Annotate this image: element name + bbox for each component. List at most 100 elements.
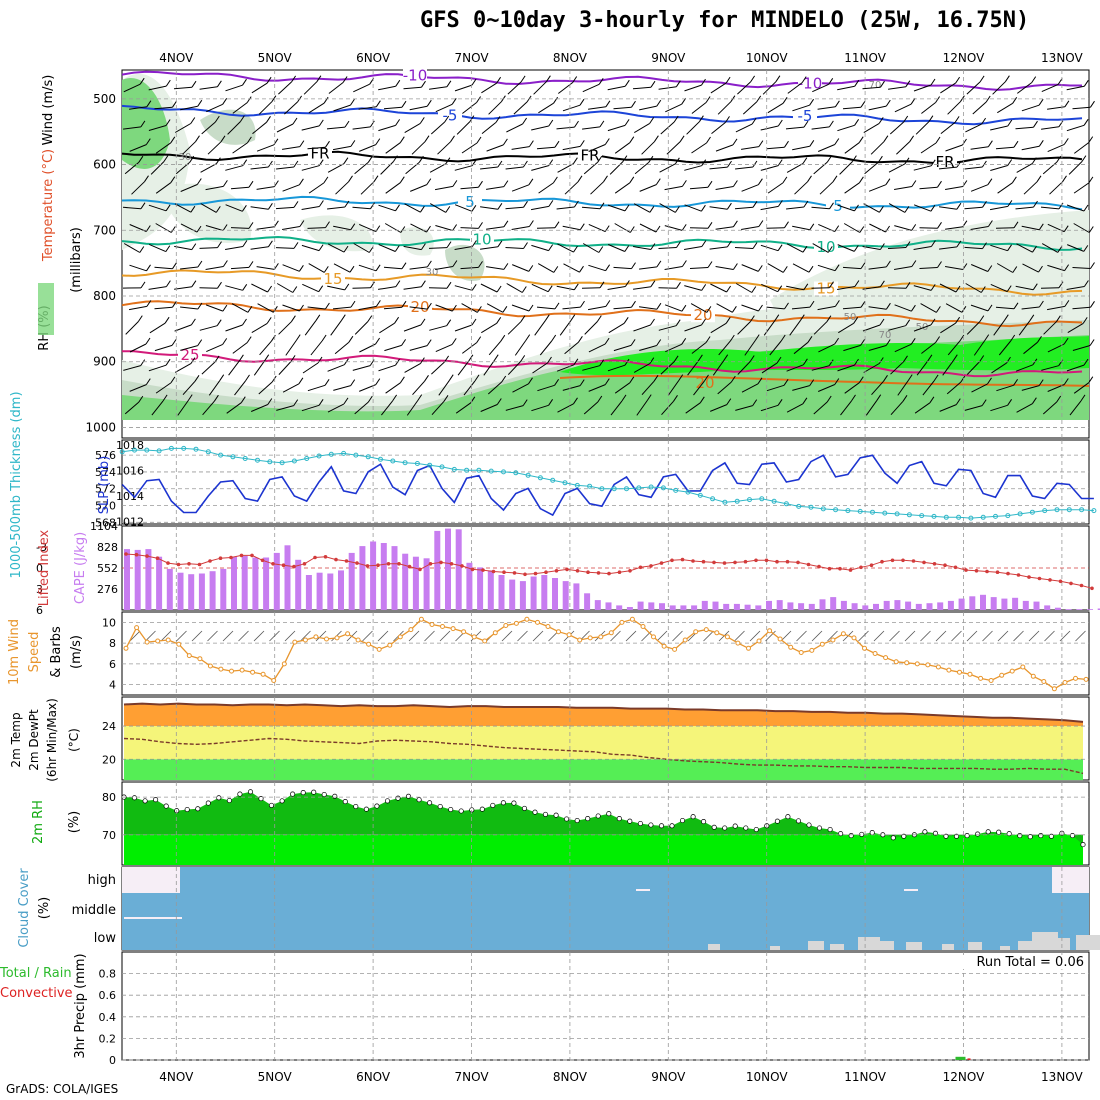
wind-barb-feather: [190, 318, 196, 326]
wind-barb-feather: [248, 180, 254, 188]
wind-barb: [327, 285, 345, 291]
y-tick-label: 700: [93, 223, 116, 237]
wind-barb: [684, 246, 702, 250]
wind-barb-feather: [298, 377, 304, 385]
wind-barb: [207, 141, 222, 155]
rh-contour-label: 30: [426, 267, 439, 278]
wind-barb: [735, 123, 753, 133]
wind-barb: [717, 101, 732, 115]
wind-barb-feather: [961, 306, 967, 313]
wind-barb-feather: [930, 159, 936, 167]
precip-tick-label: 0.6: [99, 989, 117, 1002]
x-tick-label-top: 5NOV: [258, 51, 293, 65]
wind-barb-feather: [757, 377, 763, 385]
cape-bar: [926, 603, 933, 610]
rh2m-marker: [806, 822, 812, 828]
wind-barb: [1066, 364, 1085, 372]
cape-bar: [776, 600, 783, 610]
rh2m-marker: [258, 796, 264, 802]
wind-barb: [735, 283, 753, 293]
wind-barb-feather: [1010, 334, 1016, 342]
rh2m-marker: [532, 809, 538, 815]
wind10m-marker: [355, 637, 361, 643]
wind-barb-feather: [907, 374, 913, 381]
wind-barb: [380, 161, 394, 175]
wind10m-barb: [300, 630, 311, 642]
wind-barb: [919, 186, 938, 190]
wind-barb: [511, 184, 530, 192]
thickness-marker: [1005, 513, 1011, 519]
wind-barb: [536, 306, 556, 310]
temp-tick-label: 20: [102, 753, 116, 766]
wind10m-barb: [424, 630, 435, 642]
wind10m-barb: [501, 630, 513, 642]
wind-barb: [818, 384, 835, 392]
wind-barb-feather: [650, 318, 655, 326]
wind-barb-feather: [937, 222, 942, 229]
panel-frame-precip: [121, 951, 1090, 1061]
rh2m-marker: [131, 795, 138, 801]
wind10m-barb: [873, 630, 885, 642]
precip-tick-label: 0.4: [99, 1011, 117, 1024]
thickness-marker: [476, 467, 482, 473]
wind-barb: [230, 186, 250, 190]
wind10m-marker: [1020, 664, 1026, 670]
wind10m-barb: [811, 630, 823, 642]
wind-barb: [174, 324, 192, 332]
wind-barb: [148, 125, 167, 131]
wind-barb: [842, 106, 862, 110]
wind-barb-feather: [930, 240, 936, 247]
wind10m-marker: [1030, 673, 1036, 679]
thickness-marker: [919, 513, 925, 519]
rh-shade: [160, 183, 252, 243]
wind-barb-feather: [629, 226, 635, 233]
rh2m-marker: [838, 831, 844, 837]
wind-barb: [403, 86, 422, 90]
wind10m-barb: [238, 630, 249, 642]
wind-barb: [403, 245, 422, 251]
wind-barb-feather: [979, 315, 985, 322]
wind-barb: [557, 243, 574, 253]
wind-barb-feather: [213, 394, 219, 402]
wind-barb: [123, 243, 141, 253]
wind-barb-feather: [577, 175, 583, 183]
wind-barb-feather: [649, 357, 655, 364]
cape-bar: [477, 567, 484, 610]
cape-bar: [498, 575, 505, 610]
wind-barb-feather: [1038, 265, 1043, 273]
wind10m-marker: [556, 629, 561, 635]
wind-barb-feather: [929, 396, 935, 404]
wind-barb: [437, 141, 451, 155]
wind-barb-feather: [554, 302, 560, 310]
rh2m-marker: [743, 825, 749, 831]
wind-barb-feather: [217, 281, 222, 289]
cape-bar: [530, 576, 537, 610]
wind10m-marker: [735, 640, 741, 646]
wind-barb: [921, 102, 936, 114]
wind10m-marker: [1073, 675, 1078, 681]
li-marker: [775, 559, 779, 564]
wind10m-marker: [925, 662, 931, 668]
wind-barb-feather: [777, 285, 783, 292]
wind-barb-feather: [478, 261, 483, 268]
wind-barb-feather: [370, 281, 375, 289]
wind-barb: [301, 206, 320, 210]
wind-barb-feather: [597, 155, 603, 163]
wind-barb-feather: [476, 136, 482, 144]
wind10m-line: [125, 618, 1087, 690]
wind-barb-feather: [1013, 221, 1019, 229]
li-marker: [796, 560, 800, 565]
wind-barb-feather: [344, 283, 350, 291]
wind-barb: [717, 381, 732, 395]
wind-barb-feather: [1057, 246, 1063, 253]
wind-barb-feather: [344, 120, 350, 128]
wind-barb-feather: [172, 100, 177, 108]
li-marker: [575, 569, 580, 573]
wind10m-barb: [532, 630, 544, 642]
cloud-low-bar: [808, 941, 824, 950]
wind-barb: [864, 161, 879, 175]
wind-barb-feather: [522, 399, 528, 406]
wind-barb: [1073, 382, 1090, 394]
wind-barb-feather: [885, 260, 891, 268]
wind-barb-feather: [375, 138, 381, 145]
